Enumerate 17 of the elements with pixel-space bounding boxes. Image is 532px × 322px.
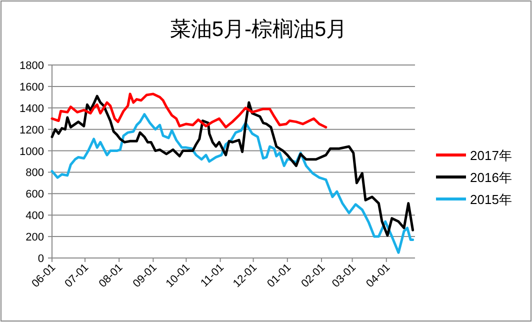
line-series	[50, 92, 328, 128]
line-series	[50, 94, 414, 237]
y-tick-label: 1000	[20, 146, 44, 158]
legend-label: 2017年	[470, 148, 512, 163]
y-tick-label: 1800	[20, 60, 44, 72]
legend-label: 2016年	[470, 170, 512, 185]
chart-title: 菜油5月-棕榈油5月	[170, 18, 348, 41]
y-tick-label: 800	[26, 167, 44, 180]
y-tick-label: 1200	[20, 124, 44, 136]
y-tick-label: 400	[26, 210, 44, 222]
y-tick-label: 0	[38, 253, 44, 265]
y-tick-label: 200	[26, 232, 44, 244]
y-tick-label: 1600	[20, 81, 44, 94]
legend-label: 2015年	[470, 192, 512, 207]
y-tick-label: 600	[26, 188, 44, 201]
line-series	[50, 113, 414, 254]
y-tick-label: 1400	[20, 102, 44, 115]
